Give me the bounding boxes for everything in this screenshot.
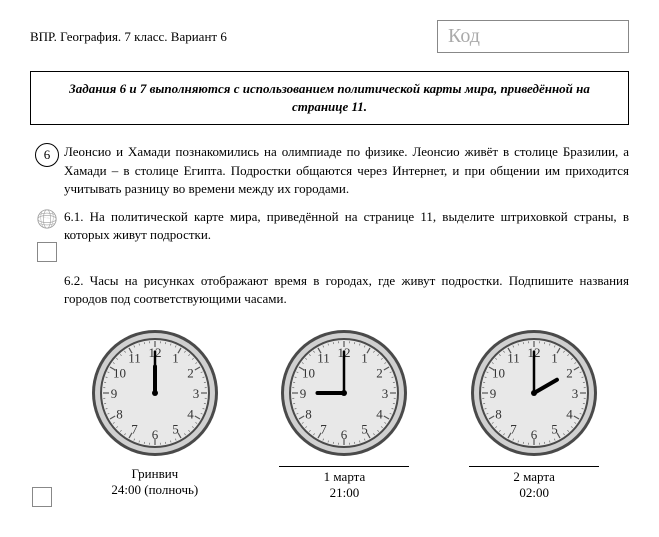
svg-text:6: 6 <box>531 427 538 442</box>
clock-label-2: 2 марта02:00 <box>459 466 609 501</box>
fill-line <box>469 466 599 467</box>
svg-text:2: 2 <box>377 366 384 381</box>
subtask-6-1-text: 6.1. На политической карте мира, приведё… <box>64 208 629 244</box>
svg-text:6: 6 <box>152 427 159 442</box>
clock-city: 1 марта <box>269 469 419 485</box>
subtask-6-1-marker <box>30 208 64 262</box>
clock-face: 123456789101112 <box>469 328 599 458</box>
subtask-6-2: 6.2. Часы на рисунках отображают время в… <box>30 272 629 308</box>
svg-text:9: 9 <box>300 386 307 401</box>
clock-0: 123456789101112 <box>90 328 220 458</box>
clock-labels-row: Гринвич24:00 (полночь) 1 марта21:00 2 март… <box>30 466 629 501</box>
svg-text:4: 4 <box>377 407 384 422</box>
svg-text:5: 5 <box>551 422 558 437</box>
clock-face: 123456789101112 <box>279 328 409 458</box>
clock-time: 02:00 <box>459 485 609 501</box>
svg-text:8: 8 <box>306 407 313 422</box>
svg-text:8: 8 <box>495 407 502 422</box>
header-title: ВПР. География. 7 класс. Вариант 6 <box>30 29 227 45</box>
code-box: Код <box>437 20 629 53</box>
svg-text:3: 3 <box>193 386 200 401</box>
clock-face: 123456789101112 <box>90 328 220 458</box>
subtask-6-1: 6.1. На политической карте мира, приведё… <box>30 208 629 262</box>
globe-icon <box>36 208 58 230</box>
clock-label-0: Гринвич24:00 (полночь) <box>80 466 230 501</box>
fill-line <box>279 466 409 467</box>
svg-text:6: 6 <box>341 427 348 442</box>
svg-text:4: 4 <box>187 407 194 422</box>
clock-1: 123456789101112 <box>279 328 409 458</box>
svg-text:2: 2 <box>187 366 194 381</box>
task-intro-text: Леонсио и Хамади познакомились на олимпи… <box>64 143 629 198</box>
svg-text:7: 7 <box>131 422 138 437</box>
task-6: 6 Леонсио и Хамади познакомились на олим… <box>30 143 629 198</box>
svg-text:1: 1 <box>551 351 558 366</box>
clock-2: 123456789101112 <box>469 328 599 458</box>
subtask-6-2-text: 6.2. Часы на рисунках отображают время в… <box>64 272 629 308</box>
svg-text:3: 3 <box>572 386 579 401</box>
clock-city: Гринвич <box>80 466 230 482</box>
clocks-row: 123456789101112 123456789101112 12345678… <box>30 328 629 458</box>
svg-text:11: 11 <box>507 351 520 366</box>
svg-text:10: 10 <box>113 366 126 381</box>
clock-label-1: 1 марта21:00 <box>269 466 419 501</box>
svg-text:11: 11 <box>318 351 331 366</box>
svg-text:1: 1 <box>362 351 369 366</box>
svg-text:9: 9 <box>111 386 118 401</box>
checkbox-6-2 <box>32 487 52 507</box>
clock-time: 24:00 (полночь) <box>80 482 230 498</box>
svg-text:11: 11 <box>128 351 141 366</box>
svg-text:5: 5 <box>172 422 179 437</box>
checkbox-6-1 <box>37 242 57 262</box>
svg-text:7: 7 <box>321 422 328 437</box>
svg-text:10: 10 <box>492 366 505 381</box>
svg-text:4: 4 <box>566 407 573 422</box>
svg-text:9: 9 <box>490 386 497 401</box>
svg-text:3: 3 <box>382 386 389 401</box>
clock-time: 21:00 <box>269 485 419 501</box>
task-marker-column: 6 <box>30 143 64 167</box>
svg-text:7: 7 <box>510 422 517 437</box>
svg-text:5: 5 <box>362 422 369 437</box>
svg-text:2: 2 <box>566 366 573 381</box>
task-number-badge: 6 <box>35 143 59 167</box>
clock-city: 2 марта <box>459 469 609 485</box>
document-header: ВПР. География. 7 класс. Вариант 6 Код <box>30 20 629 53</box>
svg-text:10: 10 <box>302 366 315 381</box>
svg-text:1: 1 <box>172 351 179 366</box>
svg-text:8: 8 <box>116 407 123 422</box>
instruction-box: Задания 6 и 7 выполняются с использовани… <box>30 71 629 125</box>
